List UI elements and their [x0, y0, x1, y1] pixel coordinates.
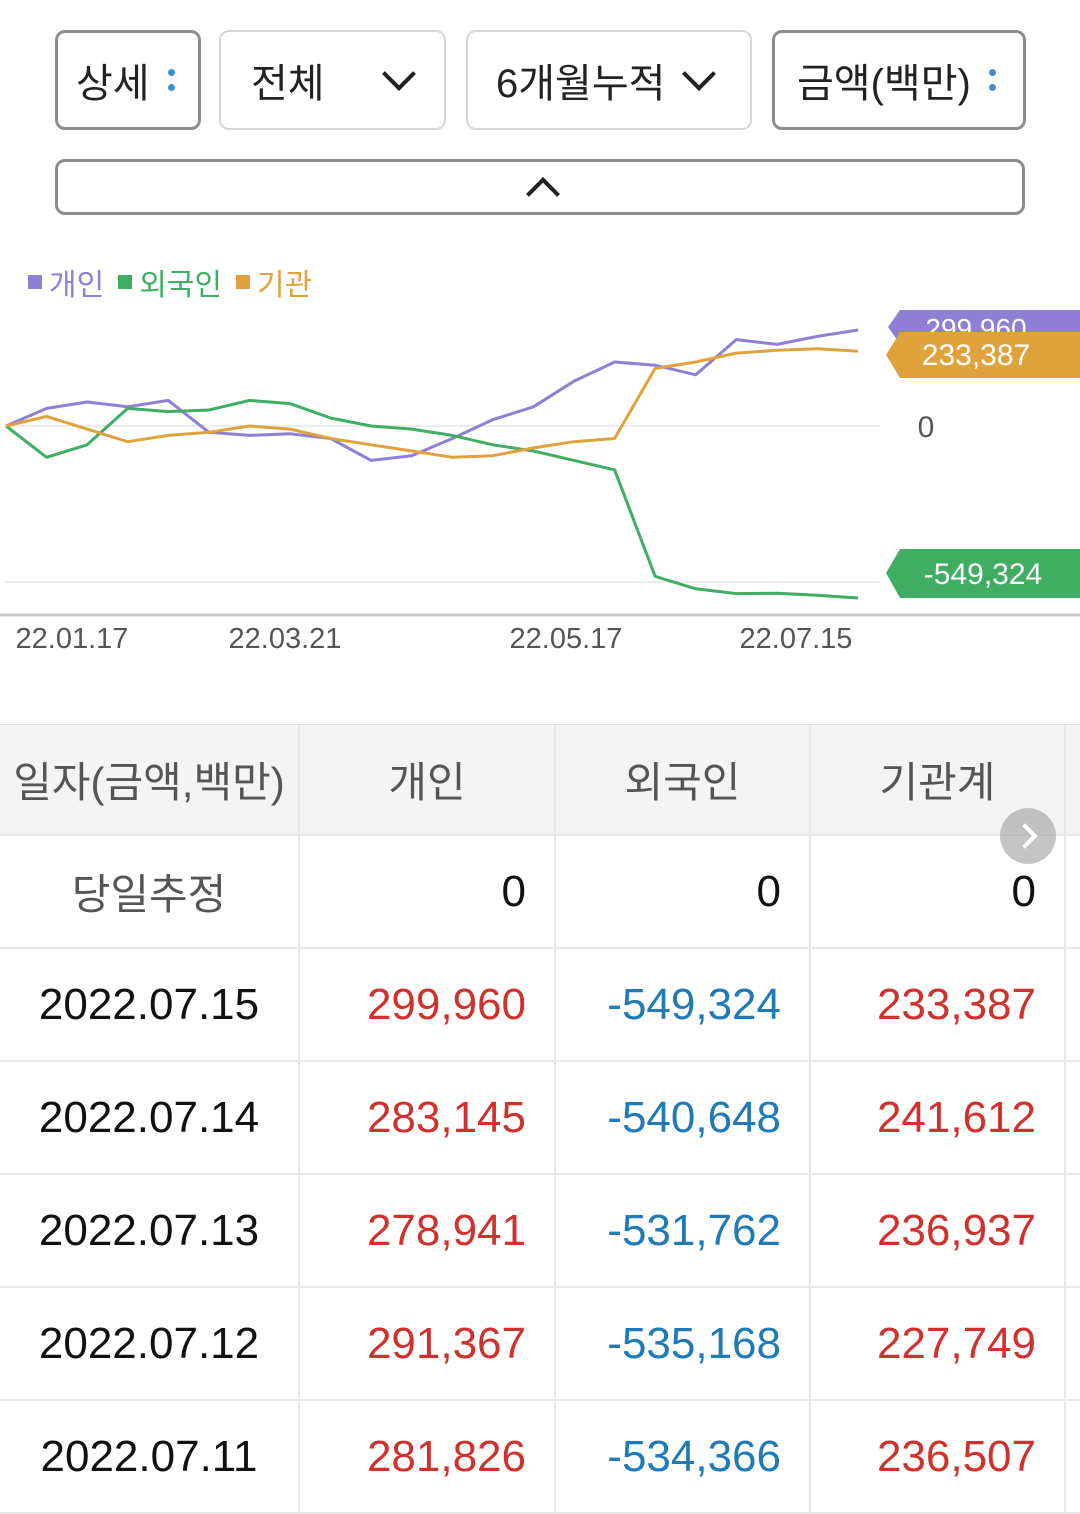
row-date: 2022.07.13 — [38, 1205, 260, 1255]
series-line-외국인 — [5, 398, 859, 600]
table-row: 2022.07.11 281,826 -534,366 236,507 — [0, 1401, 1080, 1514]
row-institution: 236,507 — [809, 1401, 1064, 1512]
scroll-right-button[interactable] — [1000, 808, 1056, 864]
x-tick-label: 22.03.21 — [229, 623, 342, 655]
row-spacer — [1064, 1288, 1080, 1399]
table-header-row: 일자(금액,백만) 개인 외국인 기관계 — [0, 724, 1080, 836]
header-individual[interactable]: 개인 — [298, 725, 554, 834]
header-institution[interactable]: 기관계 — [809, 725, 1064, 834]
filter-bar: 상세 전체 6개월누적 금액(백만) — [0, 0, 1080, 230]
legend-item-institution[interactable]: 기관 — [236, 260, 312, 304]
table-row: 2022.07.13 278,941 -531,762 236,937 — [0, 1175, 1080, 1288]
row-foreign: -549,324 — [554, 949, 809, 1060]
row-individual: 299,960 — [298, 949, 554, 1060]
chart-plot: 0 299,960 233,387 -549,324 22.01.17 22.0… — [0, 310, 1080, 655]
unit-select-label: 금액(백만) — [797, 62, 971, 106]
chevron-right-icon — [1012, 823, 1038, 849]
row-foreign: -531,762 — [554, 1175, 809, 1286]
row-date: 2022.07.14 — [38, 1092, 260, 1142]
x-tick-label: 22.07.15 — [740, 623, 853, 655]
legend-item-foreign[interactable]: 외국인 — [118, 260, 222, 304]
today-institution: 0 — [809, 836, 1064, 947]
today-individual: 0 — [298, 836, 554, 947]
chevron-down-icon — [381, 57, 416, 91]
scope-select-label: 전체 — [251, 62, 325, 106]
legend-label: 외국인 — [139, 269, 223, 302]
collapse-filter-button[interactable] — [55, 159, 1025, 215]
chevron-down-icon — [682, 57, 717, 91]
end-label-badge — [886, 549, 1080, 598]
row-institution: 241,612 — [809, 1062, 1064, 1173]
scope-select[interactable]: 전체 — [219, 30, 446, 130]
row-spacer — [1064, 1401, 1080, 1512]
today-label: 당일추정 — [71, 871, 227, 918]
header-more — [1064, 725, 1080, 834]
legend-swatch-icon — [236, 275, 251, 289]
table-row: 2022.07.14 283,145 -540,648 241,612 — [0, 1062, 1080, 1175]
row-foreign: -534,366 — [554, 1401, 809, 1512]
today-foreign: 0 — [554, 836, 809, 947]
row-foreign: -540,648 — [554, 1062, 809, 1173]
row-date: 2022.07.12 — [38, 1318, 260, 1368]
legend-item-individual[interactable]: 개인 — [28, 260, 104, 304]
detail-select[interactable]: 상세 — [55, 30, 201, 130]
row-date: 2022.07.15 — [38, 979, 260, 1029]
legend-swatch-icon — [28, 275, 42, 289]
legend-label: 개인 — [49, 269, 105, 302]
header-date[interactable]: 일자(금액,백만) — [13, 759, 285, 806]
end-label-foreign: -549,324 — [886, 549, 1080, 598]
table-row: 2022.07.12 291,367 -535,168 227,749 — [0, 1288, 1080, 1401]
row-spacer — [1064, 1175, 1080, 1286]
row-individual: 291,367 — [298, 1288, 554, 1399]
row-individual: 281,826 — [298, 1401, 554, 1512]
chart-legend: 개인 외국인 기관 — [28, 260, 312, 304]
x-tick-label: 22.05.17 — [510, 623, 623, 655]
row-institution: 233,387 — [809, 949, 1064, 1060]
y-tick-label: 0 — [918, 411, 935, 444]
legend-swatch-icon — [118, 275, 133, 289]
end-label-badge — [886, 332, 1080, 378]
legend-label: 기관 — [257, 269, 313, 302]
row-institution: 236,937 — [809, 1175, 1064, 1286]
chevron-up-icon — [526, 177, 560, 211]
detail-select-label: 상세 — [76, 62, 150, 106]
series-line-기관 — [5, 347, 859, 459]
row-institution: 227,749 — [809, 1288, 1064, 1399]
unit-select[interactable]: 금액(백만) — [772, 30, 1026, 130]
row-spacer — [1064, 949, 1080, 1060]
header-foreign[interactable]: 외국인 — [554, 725, 809, 834]
row-spacer — [1064, 1062, 1080, 1173]
row-spacer — [1064, 836, 1080, 947]
end-label-text: 233,387 — [922, 339, 1030, 372]
more-vertical-icon — [988, 69, 996, 91]
more-vertical-icon — [167, 69, 175, 91]
period-select[interactable]: 6개월누적 — [466, 30, 752, 130]
table-row: 2022.07.15 299,960 -549,324 233,387 — [0, 949, 1080, 1062]
end-label-text: -549,324 — [924, 558, 1042, 591]
end-label-institution: 233,387 — [886, 332, 1080, 378]
table-row-today: 당일추정 0 0 0 — [0, 836, 1080, 949]
x-tick-label: 22.01.17 — [16, 623, 129, 655]
row-individual: 283,145 — [298, 1062, 554, 1173]
row-date: 2022.07.11 — [40, 1431, 258, 1481]
row-individual: 278,941 — [298, 1175, 554, 1286]
investor-trend-chart: 개인 외국인 기관 0 299,960 233,387 -549,324 22.… — [0, 240, 1080, 680]
row-foreign: -535,168 — [554, 1288, 809, 1399]
period-select-label: 6개월누적 — [496, 62, 666, 106]
